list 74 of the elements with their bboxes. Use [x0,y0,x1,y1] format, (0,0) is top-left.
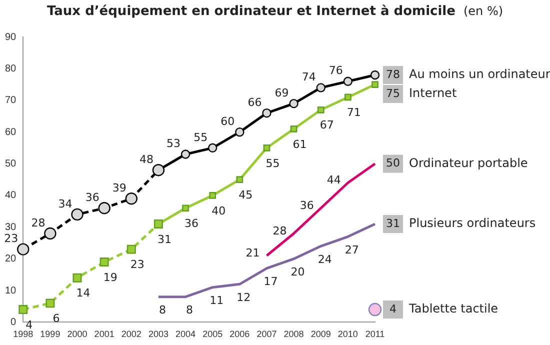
text: Ordinateur portable [409,156,528,170]
x-tick-label: 2006 [230,329,250,340]
x-tick-label: 2008 [284,329,304,340]
y-tick-label: 0 [10,316,17,328]
data-label: 23 [4,232,18,246]
y-tick-label: 70 [5,95,17,106]
data-label: 66 [248,96,262,109]
x-tick-label: 1998 [13,329,34,340]
data-label: 14 [76,286,90,300]
x-tick-label: 2010 [338,329,358,340]
text: Internet [409,86,457,100]
data-label: 55 [194,130,208,144]
x-tick-label: 2005 [202,329,223,340]
data-label: 4 [390,302,396,316]
text: Plusieurs ordinateurs [409,216,536,230]
data-label: 8 [158,304,166,317]
y-tick-label: 50 [5,158,17,170]
data-label: 67 [320,118,334,132]
data-label: 24 [318,253,332,266]
data-label: 71 [346,106,361,120]
data-label: 40 [212,204,226,218]
data-label: 17 [264,275,278,288]
data-label: 28 [31,216,46,230]
data-label: 69 [274,86,289,100]
data-label: 55 [266,156,280,170]
data-label: 74 [302,70,316,84]
data-label: 48 [139,152,154,166]
data-label: 60 [220,114,235,128]
data-label: 34 [58,197,72,210]
x-tick-label: 2000 [67,329,88,340]
data-label: 31 [386,216,400,230]
data-label: 45 [238,188,253,202]
y-tick-label: 10 [5,285,17,296]
data-label: 4 [26,318,33,332]
y-tick-label: 90 [5,32,17,43]
data-label: 39 [112,181,126,194]
y-tick-label: 60 [5,126,17,138]
data-label: 23 [130,258,144,272]
x-tick-label: 2003 [148,329,168,340]
x-tick-label: 2001 [94,329,114,340]
data-label: 36 [184,216,199,230]
chart-title: Taux d’équipement en ordinateur et Internet à domicile [46,4,456,19]
data-label: 76 [328,64,343,78]
x-tick-label: 2011 [365,329,385,340]
data-label: 75 [386,86,400,100]
y-tick-label: 40 [5,190,17,202]
data-label: 19 [103,270,118,284]
data-label: 12 [236,291,251,304]
y-tick-label: 20 [5,254,17,265]
data-label: 50 [386,156,400,170]
data-label: 27 [344,244,359,256]
x-tick-label: 2009 [310,329,331,340]
x-tick-label: 2007 [256,329,277,340]
data-label: 20 [290,266,305,279]
data-label: 28 [272,224,287,238]
x-tick-label: 2004 [176,329,196,340]
text: Tablette tactile [408,302,498,316]
text: (en %) [463,4,504,18]
data-label: 78 [386,68,400,81]
x-tick-label: 2002 [121,329,142,340]
data-label: 8 [186,304,194,317]
data-label: 53 [166,137,181,150]
y-tick-label: 30 [5,222,17,233]
y-tick-label: 80 [5,63,17,74]
data-label: 61 [292,138,307,151]
x-tick-label: 1999 [40,329,60,340]
data-label: 31 [157,232,172,246]
data-label: 36 [85,190,100,204]
data-label: 44 [326,174,341,187]
text: Au moins un ordinateur [409,67,550,82]
data-label: 6 [52,312,60,326]
data-label: 11 [210,294,224,308]
data-label: 21 [246,246,260,260]
data-label: 36 [300,198,314,212]
